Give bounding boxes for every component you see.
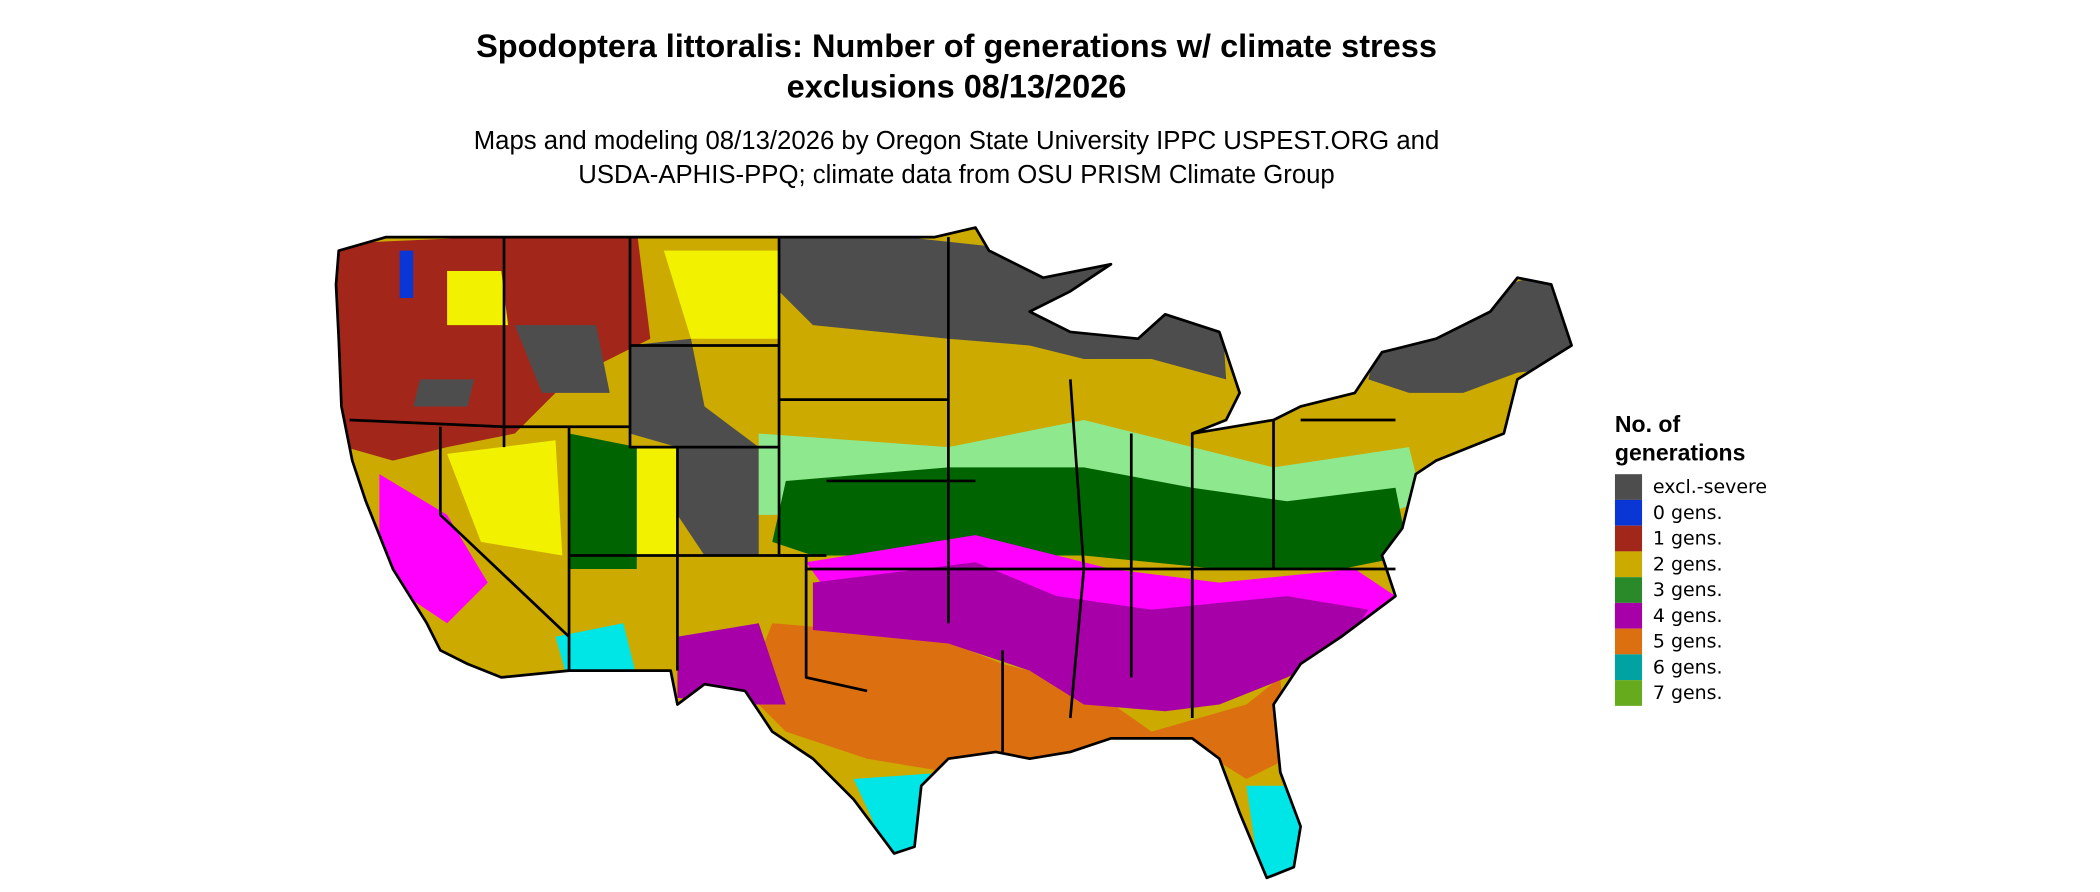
- region: [663, 250, 780, 339]
- legend-swatch: [1614, 551, 1643, 578]
- legend-label: 1 gens.: [1653, 528, 1723, 550]
- region: [569, 433, 637, 570]
- region: [399, 250, 414, 299]
- legend: No. of generations excl.-severe 0 gens. 1 …: [1614, 411, 1767, 706]
- subtitle-line: Maps and modeling 08/13/2026 by Oregon S…: [474, 127, 1440, 155]
- legend-title: No. of: [1615, 411, 1681, 437]
- region: [447, 440, 563, 556]
- legend-label: 0 gens.: [1653, 502, 1723, 524]
- legend-label: 7 gens.: [1653, 682, 1723, 704]
- legend-swatch: [1614, 654, 1643, 681]
- legend-title: generations: [1615, 440, 1745, 466]
- legend-label: 3 gens.: [1653, 579, 1723, 601]
- region: [555, 623, 637, 685]
- region: [636, 447, 678, 556]
- legend-swatch: [1614, 680, 1643, 706]
- legend-label: excl.-severe: [1653, 476, 1767, 498]
- legend-swatch: [1614, 628, 1643, 655]
- legend-label: 4 gens.: [1653, 605, 1723, 627]
- legend-label: 6 gens.: [1653, 656, 1723, 678]
- region: [379, 474, 488, 624]
- legend-swatch: [1614, 525, 1643, 552]
- legend-swatch: [1614, 499, 1643, 526]
- title-line: Spodoptera littoralis: Number of generat…: [476, 28, 1437, 64]
- title-line: exclusions 08/13/2026: [787, 69, 1127, 105]
- legend-swatch: [1614, 577, 1643, 603]
- subtitle-line: USDA-APHIS-PPQ; climate data from OSU PR…: [578, 161, 1335, 189]
- region: [447, 270, 509, 326]
- region: [1246, 785, 1301, 878]
- legend-label: 5 gens.: [1653, 631, 1723, 653]
- legend-swatch: [1614, 474, 1643, 500]
- state-borders: [334, 226, 1573, 880]
- region: [812, 562, 1369, 712]
- legend-label: 2 gens.: [1653, 553, 1723, 575]
- legend-swatch: [1614, 602, 1643, 629]
- region: [514, 325, 610, 393]
- region: [1368, 264, 1572, 393]
- region: [413, 379, 475, 407]
